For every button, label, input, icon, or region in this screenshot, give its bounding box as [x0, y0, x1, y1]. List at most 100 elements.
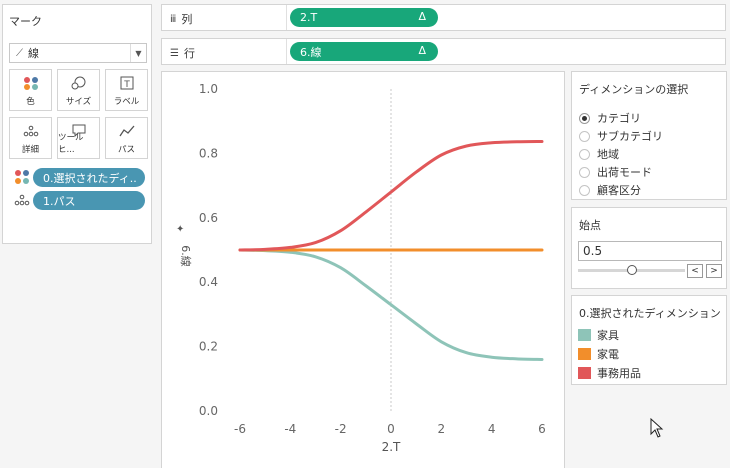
- dimension-option-label: 顧客区分: [597, 184, 641, 197]
- path-button[interactable]: パス: [105, 117, 148, 159]
- legend-item[interactable]: 事務用品: [578, 365, 641, 381]
- legend-item[interactable]: 家具: [578, 327, 619, 343]
- color-icon: [14, 169, 30, 188]
- dimension-option[interactable]: 顧客区分: [579, 182, 641, 198]
- path-pill[interactable]: 1.パス: [33, 191, 145, 210]
- marks-title: マーク: [9, 15, 42, 28]
- x-tick-label: 4: [488, 422, 496, 436]
- y-tick-label: 0.0: [199, 404, 218, 418]
- rows-icon: ☰: [170, 47, 179, 59]
- label-button[interactable]: T ラベル: [105, 69, 148, 111]
- detail-icon: [14, 193, 30, 210]
- legend-label: 家電: [597, 348, 619, 361]
- path-pill-label: 1.パス: [43, 194, 76, 208]
- tooltip-button-label: ツールヒ...: [58, 133, 84, 155]
- columns-shelf[interactable]: iii 列 2.T Δ: [161, 4, 726, 31]
- svg-text:T: T: [123, 80, 130, 90]
- color-legend-panel: 0.選択されたディメンション 家具家電事務用品: [571, 295, 727, 385]
- legend-label: 事務用品: [597, 367, 641, 380]
- dimension-option-label: サブカテゴリ: [597, 130, 663, 143]
- detail-icon: [10, 124, 51, 141]
- slider-prev-button[interactable]: <: [687, 264, 703, 278]
- columns-icon: iii: [170, 13, 176, 25]
- label-button-label: ラベル: [113, 97, 140, 107]
- slider-thumb[interactable]: [626, 265, 637, 275]
- color-button[interactable]: 色: [9, 69, 52, 111]
- legend-label: 家具: [597, 329, 619, 342]
- color-pill[interactable]: 0.選択されたディ..: [33, 168, 145, 187]
- dimension-option[interactable]: 地域: [579, 146, 619, 162]
- legend-swatch: [578, 367, 591, 379]
- rows-shelf-label-group: ☰ 行: [170, 45, 195, 61]
- rows-pill[interactable]: 6.線 Δ: [290, 42, 438, 61]
- chart-view[interactable]: 0.0 0.2 0.4 0.6 0.8 1.0 -6 -4 -2 0 2 4 6 2.T 6.線 ✦: [161, 71, 565, 468]
- radio-button[interactable]: [579, 112, 590, 124]
- mark-type-value: 線: [28, 47, 39, 60]
- columns-shelf-label-group: iii 列: [170, 11, 192, 27]
- slider-next-button[interactable]: >: [706, 264, 722, 278]
- columns-pill[interactable]: 2.T Δ: [290, 8, 438, 27]
- columns-shelf-label: 列: [181, 13, 193, 26]
- dimension-option-label: 地域: [597, 148, 619, 161]
- pin-icon: ✦: [176, 224, 184, 235]
- shelf-divider: [286, 5, 287, 30]
- dimension-option[interactable]: サブカテゴリ: [579, 128, 663, 144]
- path-icon: [106, 124, 147, 141]
- rows-shelf[interactable]: ☰ 行 6.線 Δ: [161, 38, 726, 65]
- x-tick-label: -2: [335, 422, 347, 436]
- size-button-label: サイズ: [65, 97, 92, 107]
- x-tick-label: 6: [538, 422, 546, 436]
- dimension-selector-title: ディメンションの選択: [579, 83, 689, 96]
- color-pill-label: 0.選択されたディ..: [43, 171, 137, 185]
- dimension-option-label: カテゴリ: [597, 112, 641, 125]
- x-axis-label: 2.T: [382, 440, 401, 454]
- series-line-事務用品: [238, 139, 544, 252]
- legend-title: 0.選択されたディメンション: [579, 307, 721, 320]
- y-tick-label: 0.2: [199, 340, 218, 354]
- y-axis-label: 6.線: [179, 245, 193, 267]
- shelf-divider: [286, 39, 287, 64]
- tooltip-button[interactable]: ツールヒ...: [57, 117, 100, 159]
- marks-card: マーク ⟋ 線 ▼ 色 サイズ T ラベル 詳細 ツールヒ...: [2, 4, 152, 244]
- radio-button[interactable]: [579, 184, 590, 196]
- radio-button[interactable]: [579, 166, 590, 178]
- dimension-option[interactable]: カテゴリ: [579, 110, 641, 126]
- y-tick-label: 1.0: [199, 82, 218, 96]
- rows-shelf-label: 行: [183, 47, 195, 60]
- legend-item[interactable]: 家電: [578, 346, 619, 362]
- rows-pill-label: 6.線: [300, 45, 322, 59]
- x-tick-label: -6: [234, 422, 246, 436]
- delta-icon: Δ: [418, 44, 426, 57]
- label-icon: T: [106, 76, 147, 93]
- detail-button-label: 詳細: [21, 145, 39, 155]
- columns-pill-label: 2.T: [300, 11, 318, 24]
- dimension-option-label: 出荷モード: [597, 166, 652, 179]
- chevron-down-icon[interactable]: ▼: [130, 44, 146, 62]
- radio-button[interactable]: [579, 148, 590, 160]
- start-parameter-input[interactable]: 0.5: [578, 241, 722, 261]
- series-line-家具: [238, 248, 544, 361]
- legend-swatch: [578, 329, 591, 341]
- path-button-label: パス: [117, 145, 135, 155]
- start-parameter-panel: 始点 0.5 < >: [571, 207, 727, 289]
- y-tick-label: 0.6: [199, 211, 218, 225]
- x-tick-label: 2: [438, 422, 446, 436]
- dimension-selector-panel: ディメンションの選択 カテゴリサブカテゴリ 地域出荷モード顧客区分: [571, 71, 727, 200]
- legend-swatch: [578, 348, 591, 360]
- line-icon: ⟋: [16, 47, 23, 59]
- color-button-label: 色: [26, 97, 35, 107]
- delta-icon: Δ: [418, 10, 426, 23]
- line-chart[interactable]: 0.0 0.2 0.4 0.6 0.8 1.0 -6 -4 -2 0 2 4 6 2.T 6.線 ✦: [162, 72, 566, 468]
- radio-button[interactable]: [579, 130, 590, 142]
- mouse-cursor-icon: [650, 417, 664, 441]
- detail-button[interactable]: 詳細: [9, 117, 52, 159]
- x-tick-label: -4: [284, 422, 296, 436]
- x-tick-label: 0: [387, 422, 395, 436]
- y-tick-label: 0.8: [199, 146, 218, 160]
- size-icon: [58, 76, 99, 93]
- color-icon: [10, 76, 51, 93]
- size-button[interactable]: サイズ: [57, 69, 100, 111]
- dimension-option[interactable]: 出荷モード: [579, 164, 652, 180]
- mark-type-dropdown[interactable]: ⟋ 線 ▼: [9, 43, 147, 63]
- tooltip-icon: [58, 124, 99, 141]
